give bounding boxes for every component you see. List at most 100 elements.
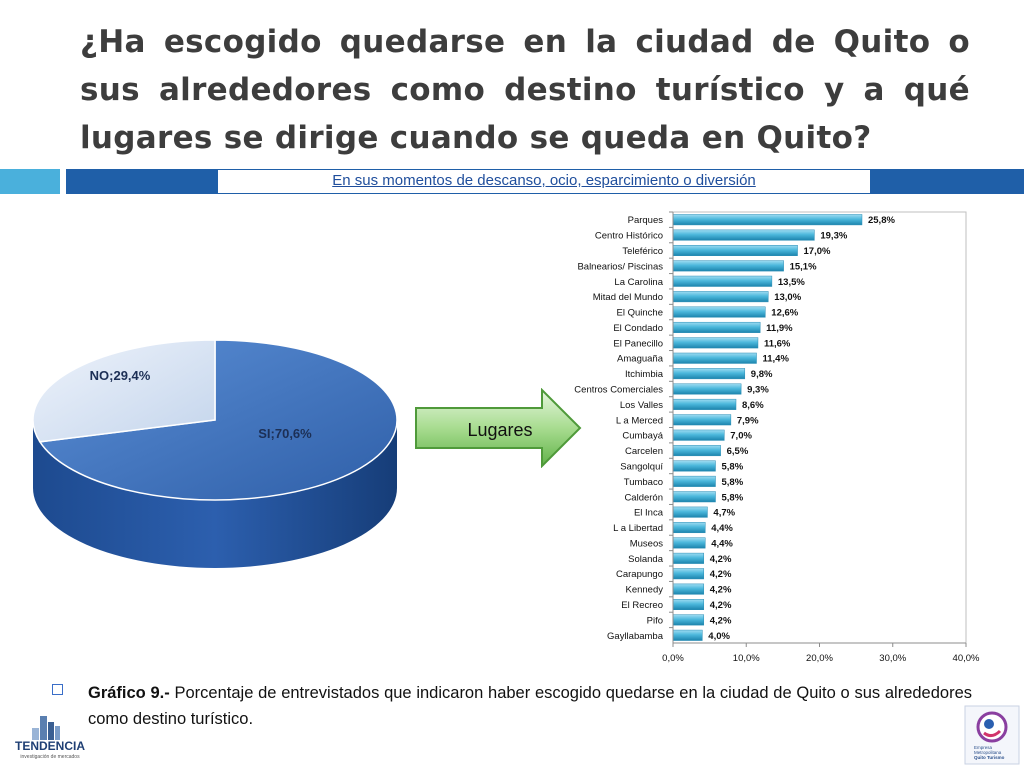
bar: [672, 306, 766, 318]
caption-text: Gráfico 9.- Porcentaje de entrevistados …: [88, 680, 972, 732]
bar-value-label: 25,8%: [868, 215, 895, 226]
bar-value-label: 19,3%: [820, 231, 847, 242]
bar: [672, 229, 815, 241]
arrow-shape: [415, 388, 582, 468]
bar: [672, 506, 708, 518]
category-label: Centro Histórico: [595, 231, 663, 242]
logo-emblem-icon: [984, 719, 994, 729]
bar-chart: Parques Centro Histórico Teleférico Balnear…: [574, 211, 980, 664]
category-label: Carapungo: [616, 569, 663, 580]
bar: [672, 429, 725, 441]
bar-value-label: 11,6%: [764, 338, 791, 349]
bar-value-label: 4,2%: [710, 554, 732, 565]
bar: [672, 244, 798, 256]
bar-value-label: 4,2%: [710, 615, 732, 626]
category-label: Carcelen: [625, 446, 663, 457]
category-label: Balnearios/ Piscinas: [577, 261, 663, 272]
category-label: Solanda: [628, 554, 664, 565]
bar-value-label: 11,9%: [766, 323, 793, 334]
category-label: Pifo: [647, 615, 663, 626]
bar: [672, 475, 716, 487]
bar-value-label: 5,8%: [721, 477, 743, 488]
category-label: Amaguaña: [617, 354, 664, 365]
bar-value-label: 4,2%: [710, 569, 732, 580]
category-label: El Panecillo: [613, 338, 663, 349]
category-label: Cumbayá: [622, 431, 663, 442]
slide-title: ¿Ha escogido quedarse en la ciudad de Qu…: [80, 24, 970, 156]
arrow-label: Lugares: [467, 420, 532, 440]
bar-value-label: 17,0%: [804, 246, 831, 257]
bullet-icon: [52, 684, 63, 695]
bar-value-label: 9,3%: [747, 385, 769, 396]
pie-side-wall: [33, 420, 397, 568]
bar: [672, 291, 769, 303]
bar: [672, 522, 706, 534]
bar-value-label: 5,8%: [721, 461, 743, 472]
slide-subtitle: En sus momentos de descanso, ocio, espar…: [332, 172, 756, 189]
bar: [672, 368, 746, 380]
x-tick-label: 30,0%: [879, 653, 906, 664]
bar: [672, 614, 705, 626]
bar-value-label: 7,9%: [737, 415, 759, 426]
pie-label-no: NO;29,4%: [90, 368, 151, 383]
x-tick-label: 40,0%: [953, 653, 980, 664]
subtitle-bar-accent: [0, 169, 60, 194]
category-label: Mitad del Mundo: [593, 292, 663, 303]
category-label: Los Valles: [620, 400, 663, 411]
bar-value-label: 7,0%: [730, 431, 752, 442]
bar: [672, 260, 784, 272]
logo-text-line-1: Empresa: [974, 745, 993, 750]
caption-figure-number: Gráfico 9.-: [88, 684, 170, 702]
category-label: Calderón: [624, 492, 663, 503]
figure-caption: Gráfico 9.- Porcentaje de entrevistados …: [52, 680, 972, 732]
bar: [672, 337, 759, 349]
bar: [672, 321, 761, 333]
pie-side: [33, 420, 397, 568]
logo-building-icon: [55, 726, 60, 740]
category-label: Itchimbia: [625, 369, 664, 380]
logo-building-icon: [48, 722, 54, 740]
bar: [672, 445, 721, 457]
pie-slice-si: [38, 339, 398, 501]
logo-building-icon: [32, 728, 39, 740]
category-label: El Recreo: [621, 600, 663, 611]
bar: [672, 214, 863, 226]
category-label: El Inca: [634, 508, 664, 519]
bar: [672, 583, 705, 595]
logo-text-line-2: Metropolitana: [974, 750, 1002, 755]
bar: [672, 629, 703, 641]
category-label: Centros Comerciales: [574, 385, 663, 396]
category-label: L a Libertad: [613, 523, 663, 534]
bar: [672, 537, 706, 549]
pie-chart: SI;70,6% NO;29,4%: [32, 339, 398, 568]
bar-value-label: 4,2%: [710, 585, 732, 596]
bar-value-label: 6,5%: [727, 446, 749, 457]
logo-tagline: investigación de mercados: [20, 754, 80, 760]
bar-value-label: 13,0%: [774, 292, 801, 303]
bar-series: [672, 214, 863, 641]
lugares-arrow: Lugares: [415, 388, 582, 468]
bar: [672, 568, 705, 580]
bar: [672, 275, 773, 287]
bar: [672, 352, 757, 364]
category-label: Gayllabamba: [607, 631, 664, 642]
logo-emblem-icon: [983, 729, 1002, 738]
category-label: Sangolquí: [620, 461, 663, 472]
bar: [672, 414, 732, 426]
category-label: Parques: [628, 215, 664, 226]
bar: [672, 599, 705, 611]
quito-turismo-logo: Empresa Metropolitana Quito Turismo: [964, 705, 1020, 765]
logo-text-line-3: Quito Turismo: [974, 755, 1005, 760]
chart-axes: 0,0% 10,0% 20,0% 30,0% 40,0%: [662, 211, 980, 664]
category-label: El Quinche: [617, 308, 663, 319]
category-label: Kennedy: [625, 585, 663, 596]
bar-value-label: 5,8%: [721, 492, 743, 503]
tendencia-logo: TENDENCIA investigación de mercados: [15, 716, 85, 760]
logo-name: TENDENCIA: [15, 739, 85, 753]
pie-labels: SI;70,6% NO;29,4%: [90, 368, 313, 441]
bar: [672, 460, 716, 472]
x-tick-label: 0,0%: [662, 653, 684, 664]
pie-label-si: SI;70,6%: [258, 426, 312, 441]
category-label: Teleférico: [622, 246, 663, 257]
category-label: Tumbaco: [624, 477, 663, 488]
